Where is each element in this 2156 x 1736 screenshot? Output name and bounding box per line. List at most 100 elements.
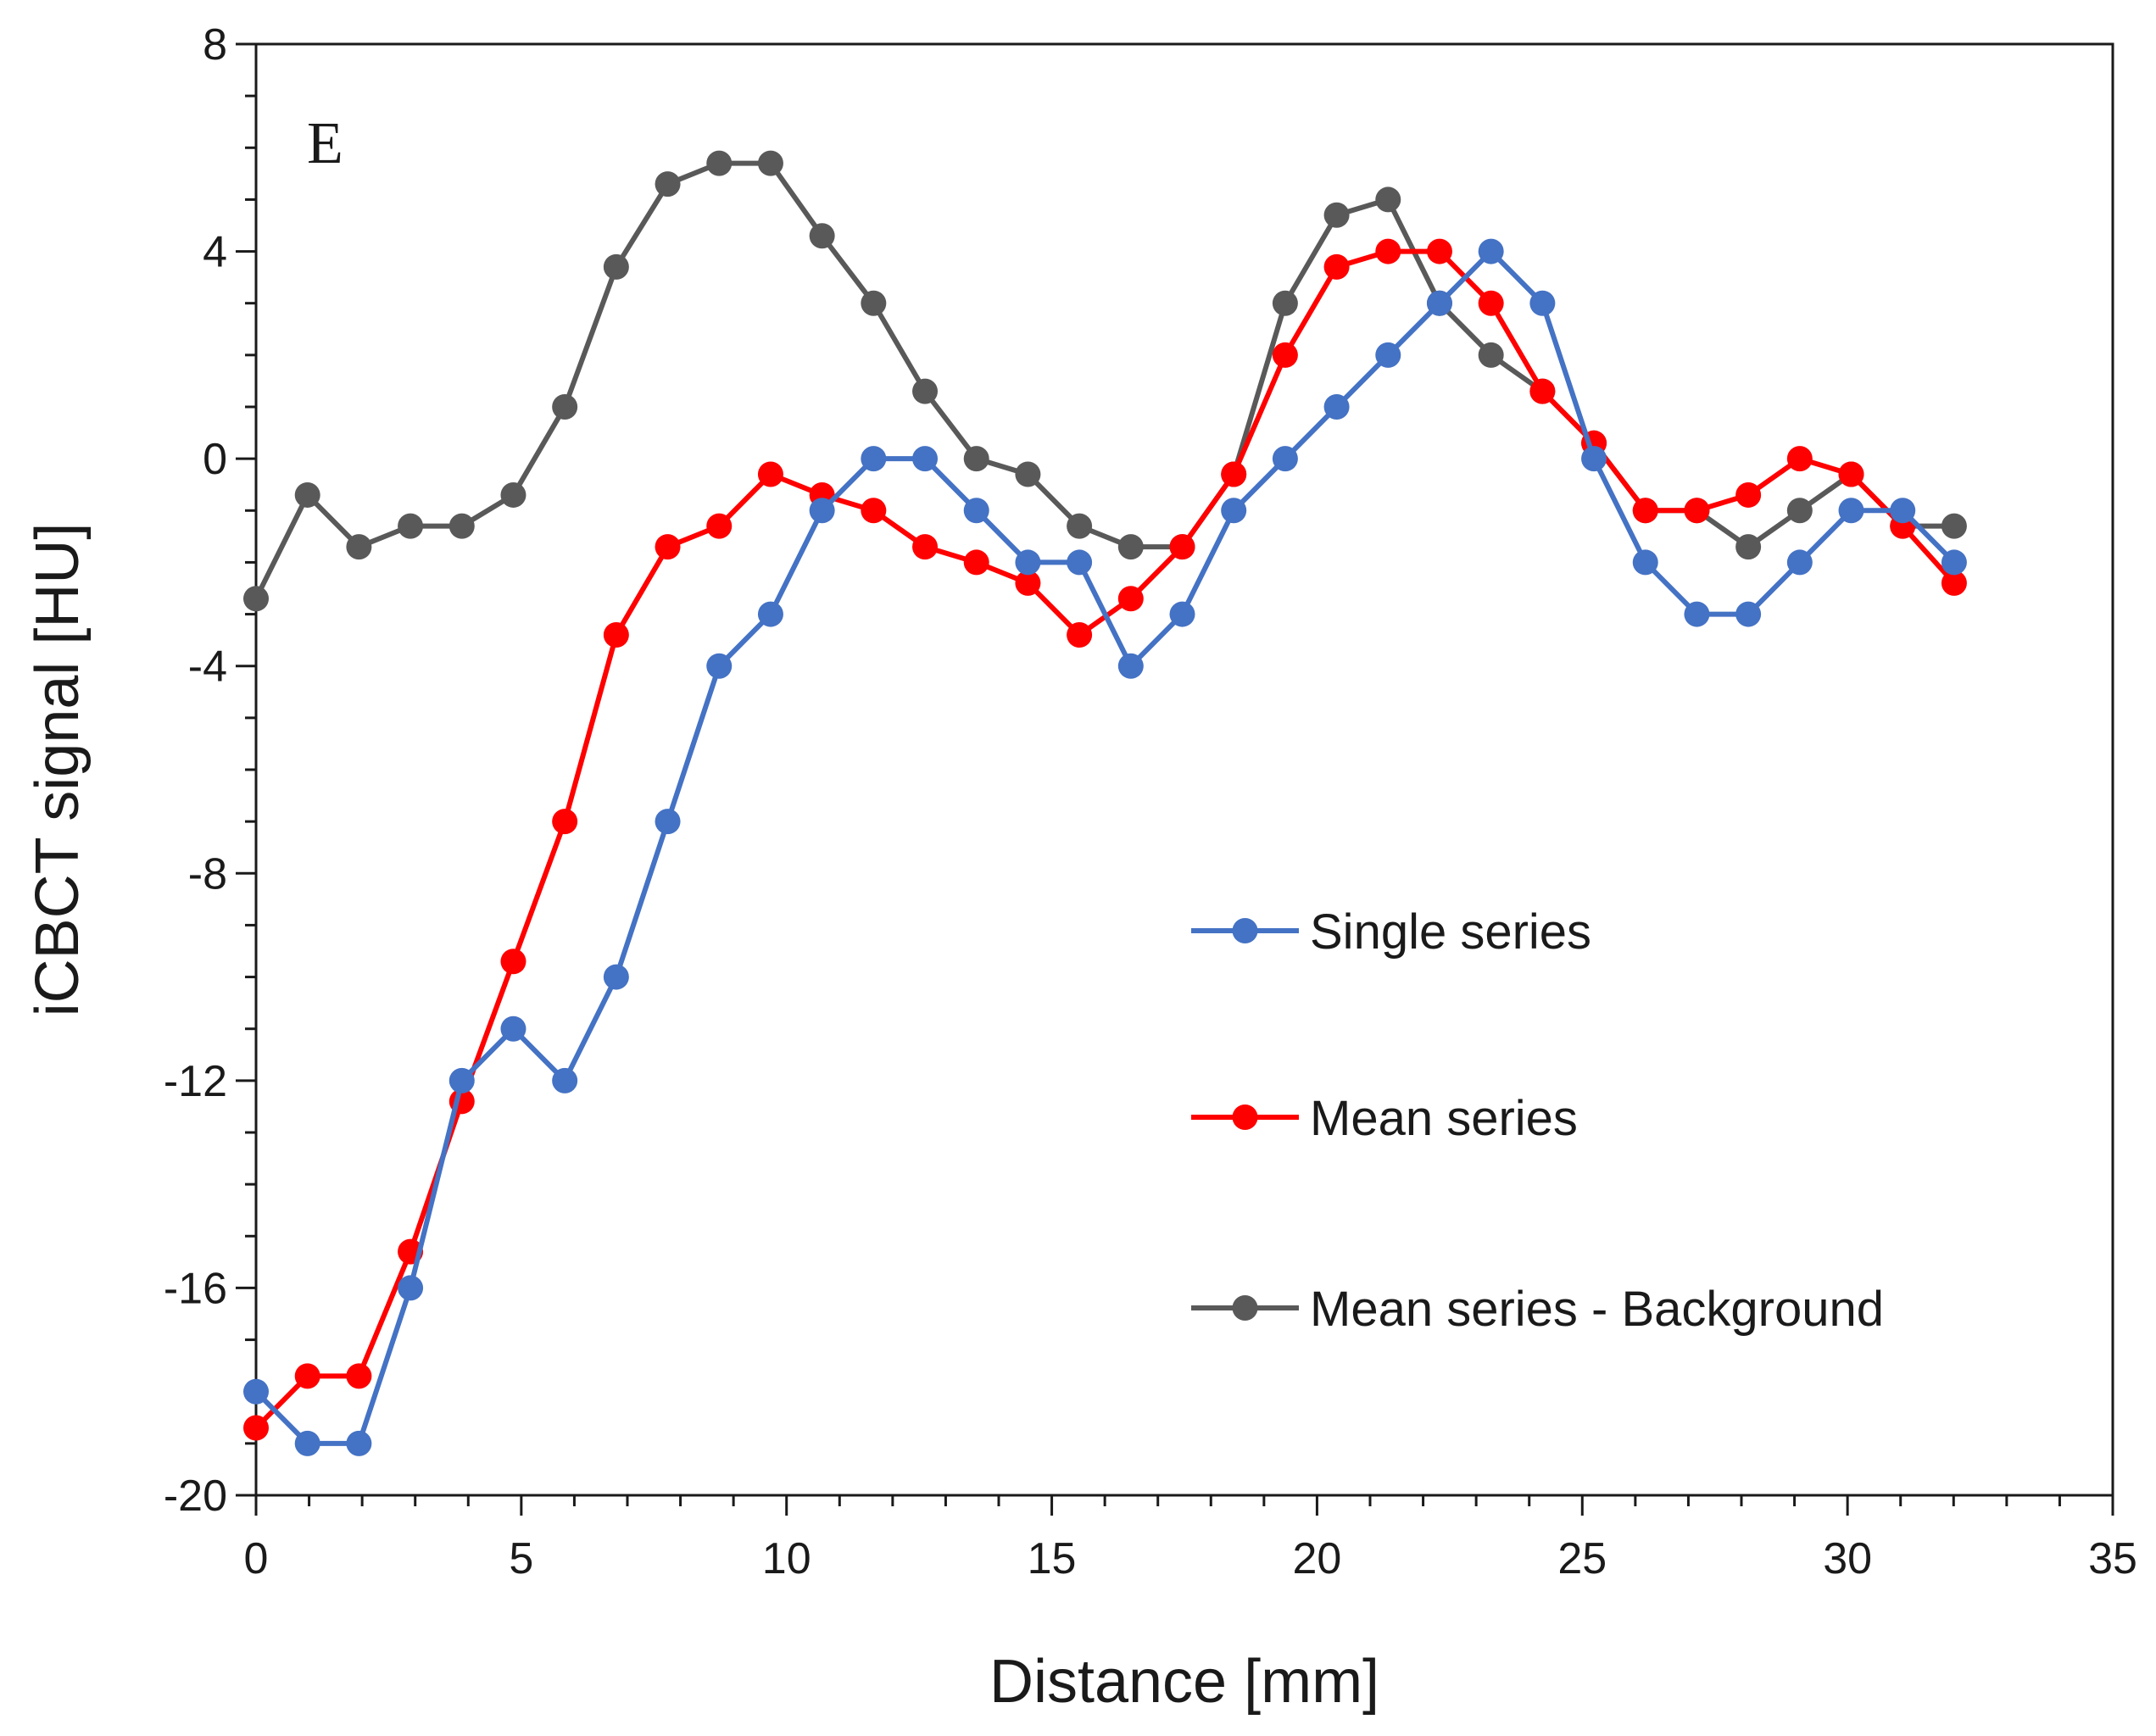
data-point: [1015, 461, 1041, 487]
y-tick-label: 4: [203, 228, 227, 277]
data-point: [1478, 290, 1504, 316]
data-point: [1272, 290, 1298, 316]
data-point: [1323, 253, 1350, 280]
data-point: [963, 446, 989, 472]
plot-frame: [254, 42, 2114, 1497]
data-point: [861, 446, 887, 472]
data-point: [1838, 498, 1864, 524]
data-point: [1117, 653, 1144, 679]
data-point: [398, 1275, 424, 1301]
data-point: [1632, 549, 1658, 576]
legend: Single series Mean series Mean series - Ba…: [1191, 904, 1884, 1337]
data-point: [861, 290, 887, 316]
data-point: [448, 513, 475, 539]
data-point: [1735, 481, 1762, 508]
data-point: [1426, 290, 1452, 316]
data-point: [757, 461, 783, 487]
data-point: [1169, 534, 1195, 560]
data-point: [757, 601, 783, 627]
data-point: [448, 1067, 475, 1093]
data-point: [1478, 342, 1504, 368]
data-point: [1735, 601, 1762, 627]
series-line: [253, 248, 1957, 1430]
legend-marker: [1232, 1295, 1258, 1321]
data-point: [603, 253, 629, 280]
data-point: [1067, 622, 1093, 648]
data-point: [1117, 586, 1144, 612]
data-point: [346, 1430, 372, 1456]
data-point: [1838, 461, 1864, 487]
data-point: [1117, 534, 1144, 560]
data-point: [294, 481, 320, 508]
data-point: [603, 964, 629, 990]
data-point: [1684, 601, 1710, 627]
series-single-series: [243, 238, 1967, 1456]
data-point: [655, 171, 681, 198]
data-point: [398, 513, 424, 539]
data-point: [294, 1430, 320, 1456]
x-tick-label: 5: [509, 1534, 533, 1583]
legend-item-single-series: Single series: [1191, 904, 1591, 960]
data-point: [809, 498, 835, 524]
data-point: [1169, 601, 1195, 627]
data-point: [861, 498, 887, 524]
x-tick-label: 15: [1028, 1534, 1077, 1583]
data-point: [1786, 446, 1813, 472]
data-point: [1375, 186, 1401, 213]
plot-border: [254, 42, 2114, 1497]
data-point: [757, 150, 783, 176]
legend-item-mean-series: Mean series: [1191, 1091, 1578, 1146]
data-point: [552, 1067, 578, 1093]
data-point: [346, 534, 372, 560]
data-point: [1890, 498, 1916, 524]
data-point: [243, 586, 269, 612]
data-point: [552, 394, 578, 420]
data-point: [1323, 394, 1350, 420]
data-point: [1015, 549, 1041, 576]
axes: -20 -16 -12 -8 -4 0 4 8 0 5 10 15 20 25 30 35: [164, 20, 2137, 1583]
data-point: [1426, 238, 1452, 264]
data-point: [294, 1363, 320, 1389]
data-point: [1941, 513, 1967, 539]
data-point: [912, 378, 939, 404]
y-tick-label: -16: [164, 1264, 227, 1313]
x-tick-label: 0: [244, 1534, 269, 1583]
x-tick-label: 20: [1293, 1534, 1342, 1583]
data-point: [706, 513, 733, 539]
data-point: [655, 534, 681, 560]
data-point: [500, 949, 526, 975]
data-point: [1221, 498, 1247, 524]
data-point: [1015, 570, 1041, 596]
data-point: [1786, 549, 1813, 576]
x-tick-label: 35: [2088, 1534, 2137, 1583]
data-point: [963, 549, 989, 576]
legend-item-mean-series-background: Mean series - Background: [1191, 1282, 1884, 1337]
series-line: [253, 160, 1954, 600]
data-point: [1375, 238, 1401, 264]
data-point: [1941, 570, 1967, 596]
data-point: [552, 809, 578, 835]
legend-label: Mean series: [1310, 1091, 1578, 1146]
legend-label: Mean series - Background: [1310, 1282, 1884, 1337]
legend-marker: [1232, 918, 1258, 943]
data-point: [912, 446, 939, 472]
data-point: [1786, 498, 1813, 524]
data-point: [1323, 202, 1350, 228]
data-point: [655, 809, 681, 835]
legend-marker: [1232, 1104, 1258, 1130]
data-point: [500, 481, 526, 508]
panel-label: E: [307, 111, 343, 176]
y-tick-label: -12: [164, 1057, 227, 1106]
data-point: [809, 223, 835, 249]
legend-label: Single series: [1310, 904, 1591, 960]
data-point: [706, 653, 733, 679]
data-point: [243, 1415, 269, 1441]
data-point: [912, 534, 939, 560]
data-point: [1735, 534, 1762, 560]
x-axis-title: Distance [mm]: [989, 1648, 1379, 1716]
data-point: [1272, 342, 1298, 368]
y-tick-label: -20: [164, 1472, 227, 1521]
x-tick-label: 30: [1823, 1534, 1872, 1583]
x-tick-label: 25: [1557, 1534, 1607, 1583]
